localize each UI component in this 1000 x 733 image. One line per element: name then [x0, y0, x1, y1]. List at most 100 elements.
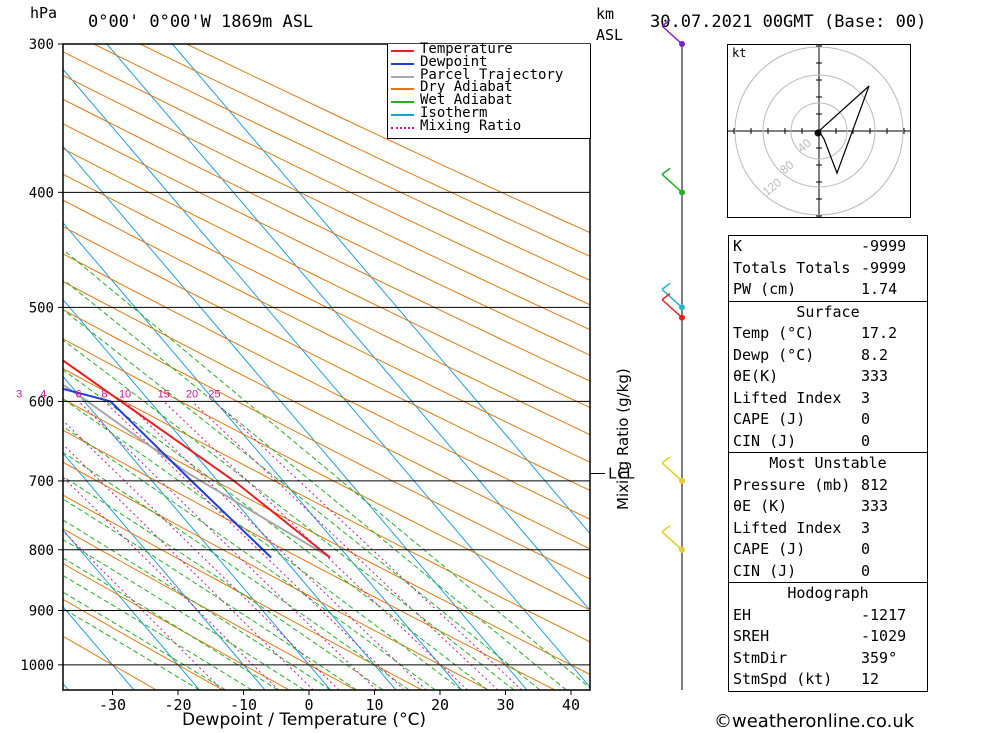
- hodograph: 40 80 120 kt: [727, 44, 911, 218]
- plot-frame: [62, 43, 591, 691]
- legend-swatch: [391, 113, 414, 116]
- index-row: Lifted Index 3: [729, 518, 927, 540]
- legend-entry: Isotherm: [388, 106, 590, 121]
- legend-swatch: [391, 62, 414, 65]
- dry-adiabat-line: [63, 635, 157, 690]
- index-value: 333: [861, 367, 889, 385]
- section-title: Surface: [796, 302, 860, 321]
- legend-swatch: [391, 50, 414, 52]
- wet-adiabat-line: [63, 557, 279, 690]
- wind-barb-flag: [661, 456, 671, 464]
- legend-swatch: [391, 88, 414, 91]
- index-value: -9999: [861, 237, 907, 255]
- legend-swatch: [391, 126, 414, 129]
- wet-adiabat-line: [63, 519, 331, 690]
- lcl-label: LCL: [608, 464, 635, 482]
- index-row: CIN (J) 0: [729, 431, 927, 453]
- hodograph-trace: [818, 85, 870, 175]
- index-label: Dewp (°C): [733, 345, 815, 364]
- legend-label: Mixing Ratio: [420, 117, 522, 134]
- most_unstable-section: Most Unstable Pressure (mb) 812 θE (K) 333 Li…: [729, 452, 927, 582]
- indices-table: K -9999 Totals Totals -9999 PW (cm) 1.74 Surfa…: [728, 235, 928, 692]
- index-value: 0: [861, 540, 871, 558]
- pressure-tick-label: 700: [29, 474, 54, 490]
- index-label: CIN (J): [733, 431, 797, 450]
- wet-adiabat-line: [63, 398, 462, 690]
- dry-adiabat-line: [63, 173, 590, 436]
- dry-adiabat-line: [63, 148, 590, 409]
- index-value: 0: [861, 410, 871, 428]
- dry-adiabat-line: [63, 563, 290, 690]
- mixing-ratio-label: 6: [75, 388, 81, 400]
- dry-adiabat-line: [63, 51, 590, 306]
- wet-adiabat-line: [63, 339, 515, 690]
- isotherm-line: [0, 44, 3, 690]
- index-value: 359°: [861, 648, 898, 667]
- index-label: CAPE (J): [733, 540, 806, 558]
- legend-entry: Parcel Trajectory: [388, 66, 590, 83]
- dry-adiabat-line: [186, 44, 590, 234]
- index-label: Lifted Index: [733, 388, 842, 407]
- index-label: EH: [733, 605, 752, 624]
- wind-barb: [661, 173, 683, 193]
- mixing-ratio-label: 8: [101, 388, 107, 400]
- dry-adiabat-line: [63, 309, 590, 580]
- dry-adiabat-line: [63, 429, 556, 690]
- hodograph-ring-label: 40: [795, 136, 814, 156]
- index-row: Totals Totals -9999: [729, 258, 927, 280]
- dry-adiabat-line: [93, 44, 590, 281]
- hodograph_stats-section: Hodograph EH -1217 SREH -1029 StmDir 359° StmSp…: [729, 582, 927, 691]
- index-row: StmSpd (kt) 12: [729, 669, 927, 691]
- index-row: θE (K) 333: [729, 496, 927, 518]
- index-row: Temp (°C) 17.2: [729, 323, 927, 345]
- temperature-tick-label: 40: [562, 696, 580, 714]
- wind-barb-flag: [661, 167, 671, 175]
- index-row: PW (cm) 1.74: [729, 279, 927, 301]
- legend-label: Parcel Trajectory: [420, 66, 564, 83]
- legend-entry: Mixing Ratio: [388, 117, 590, 134]
- mixing-ratio-label: 20: [186, 388, 198, 400]
- wet-adiabat-line: [63, 538, 305, 690]
- mixing-ratio-line: [63, 443, 314, 690]
- wind-barb-flag: [661, 293, 671, 301]
- index-value: -9999: [861, 258, 907, 277]
- index-value: -1029: [861, 627, 907, 645]
- top-indices: K -9999 Totals Totals -9999 PW (cm) 1.74: [729, 236, 927, 301]
- index-label: θE (K): [733, 497, 788, 515]
- temperature-tick-label: -10: [230, 696, 257, 714]
- section-title: Most Unstable: [769, 454, 887, 472]
- dry-adiabat-line: [63, 74, 590, 331]
- index-label: Temp (°C): [733, 324, 815, 342]
- index-row: Dewp (°C) 8.2: [729, 345, 927, 367]
- dry-adiabat-line: [63, 494, 423, 690]
- dry-adiabat-line: [63, 398, 590, 675]
- wind-barb-flag: [661, 19, 671, 27]
- legend-label: Temperature: [420, 41, 513, 57]
- index-label: SREH: [733, 627, 770, 645]
- index-row: EH -1217: [729, 605, 927, 627]
- km-label: km: [596, 5, 615, 23]
- dry-adiabat-line: [139, 44, 590, 257]
- temperature-tick-label: 10: [365, 696, 383, 714]
- wind-barb-flag: [661, 525, 671, 533]
- index-label: Totals Totals: [733, 258, 851, 277]
- isotherm-line: [63, 298, 397, 690]
- hodograph-ring: [762, 74, 876, 188]
- index-label: StmSpd (kt): [733, 670, 833, 688]
- legend-swatch: [391, 75, 414, 78]
- location-title: 0°00' 0°00'W 1869m ASL: [88, 12, 314, 32]
- index-value: 3: [861, 518, 871, 537]
- index-value: 333: [861, 497, 889, 515]
- hodograph-unit: kt: [732, 46, 747, 60]
- isotherm-line: [63, 529, 200, 690]
- dry-adiabat-line: [63, 528, 356, 690]
- datetime-title: 30.07.2021 00GMT (Base: 00): [650, 12, 927, 32]
- dry-adiabat-line: [63, 461, 489, 690]
- hodograph-storm-motion: [814, 129, 822, 137]
- index-row: CIN (J) 0: [729, 561, 927, 583]
- isotherm-line: [63, 375, 331, 690]
- mixing-ratio-line: [63, 476, 279, 690]
- temperature-tick-label: 0: [304, 696, 313, 714]
- dry-adiabat-line: [63, 368, 590, 643]
- isotherm-line: [63, 222, 462, 690]
